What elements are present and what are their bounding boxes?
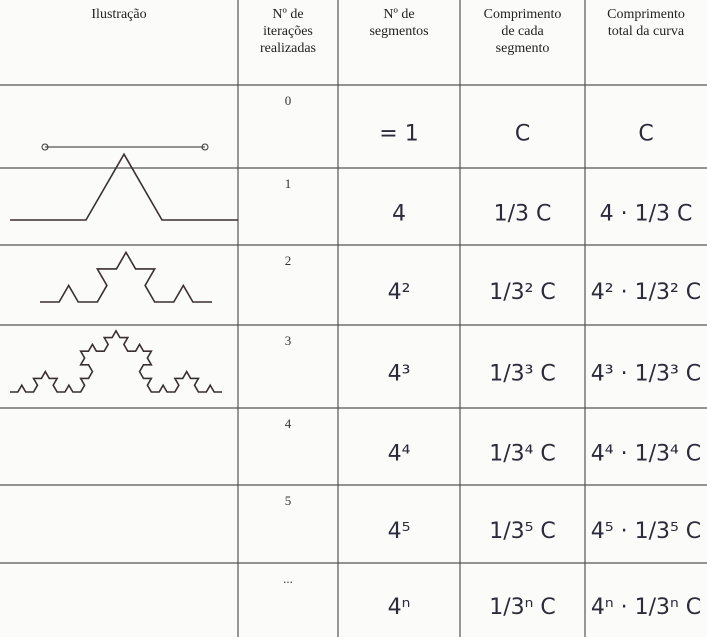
handwritten-cell: 1/3ⁿ C (489, 595, 556, 620)
handwritten-cell: 4⁴ · 1/3⁴ C (591, 442, 701, 467)
iteration-count: 2 (285, 253, 292, 268)
koch-curve (10, 154, 238, 220)
iteration-count: 3 (285, 333, 292, 348)
handwritten-cell: 4ⁿ · 1/3ⁿ C (591, 595, 701, 620)
iteration-count: 5 (285, 493, 292, 508)
scanned-table: Ilustração Nº deiteraçõesrealizadas Nº des… (0, 0, 707, 637)
handwritten-cell: 1/3⁵ C (489, 519, 556, 544)
handwritten-cell: 4 · 1/3 C (600, 202, 693, 227)
koch-curve (40, 252, 212, 302)
table-drawing: Ilustração Nº deiteraçõesrealizadas Nº des… (0, 0, 707, 637)
iteration-count: 1 (285, 176, 292, 191)
iteration-count: 0 (285, 93, 292, 108)
handwritten-cell: 4² · 1/3² C (591, 280, 701, 305)
handwritten-cell: 1/3³ C (489, 362, 556, 387)
handwritten-cell: 4ⁿ (388, 595, 411, 620)
handwritten-cell: = 1 (379, 122, 418, 147)
handwritten-cell: 1/3² C (489, 280, 556, 305)
iteration-count: ... (283, 571, 293, 586)
handwritten-cell: 4 (392, 202, 406, 227)
handwritten-cell: 4² (388, 280, 411, 305)
koch-curve (10, 331, 222, 392)
handwritten-cell: 1/3⁴ C (489, 442, 556, 467)
handwritten-cell: 4⁵ · 1/3⁵ C (591, 519, 701, 544)
handwritten-cell: 4³ · 1/3³ C (591, 362, 701, 387)
handwritten-cell: 1/3 C (494, 202, 552, 227)
handwritten-cell: C (638, 122, 653, 147)
handwritten-cell: 4⁵ (388, 519, 411, 544)
handwritten-cell: 4⁴ (388, 442, 411, 467)
iteration-count: 4 (285, 416, 292, 431)
handwritten-cell: 4³ (388, 362, 411, 387)
header-cell: Ilustração (91, 7, 146, 22)
handwritten-cell: C (515, 122, 530, 147)
